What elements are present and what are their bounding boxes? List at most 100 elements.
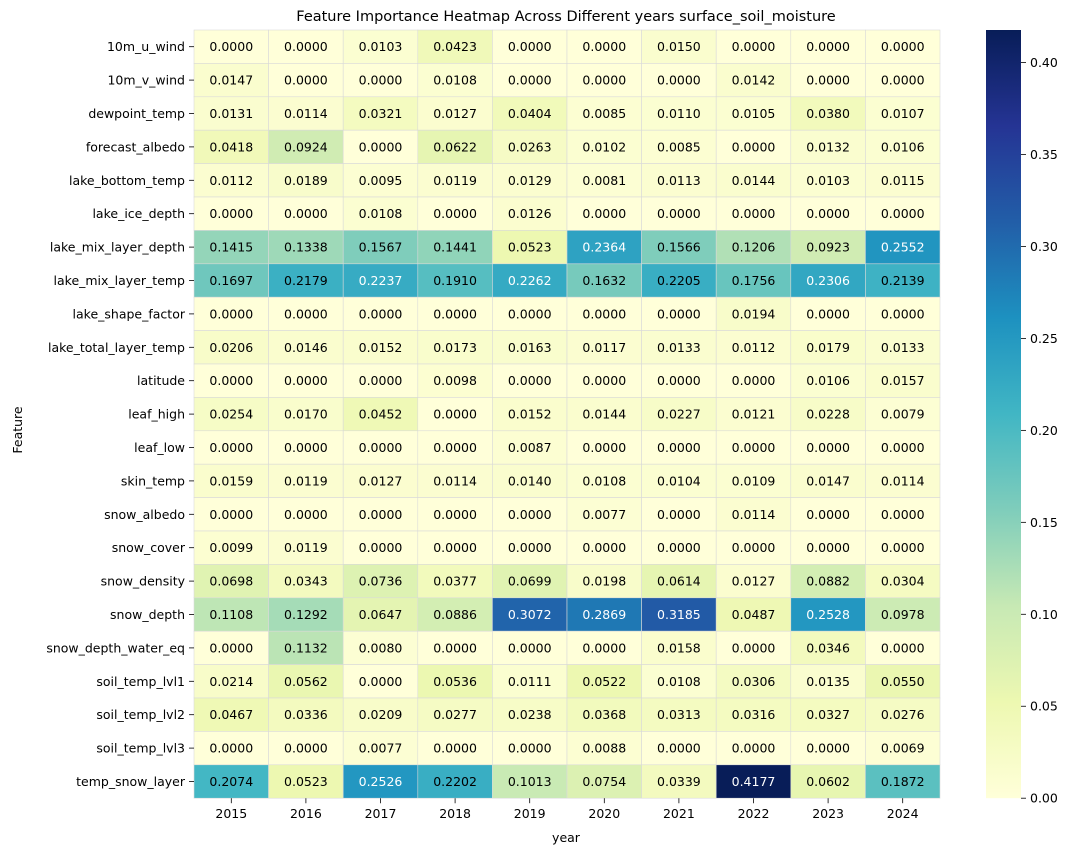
cell-value-label: 0.1632 xyxy=(582,273,626,288)
heatmap-cell-snow_density-2020 xyxy=(566,564,642,599)
cell-value-label: 0.0000 xyxy=(209,507,253,522)
cell-value-label: 0.0000 xyxy=(284,507,328,522)
heatmap-cell-soil_temp_lvl3-2016 xyxy=(268,731,344,766)
cell-value-label: 0.0126 xyxy=(508,206,552,221)
cell-value-label: 0.1206 xyxy=(732,240,776,255)
cell-value-label: 0.0000 xyxy=(881,206,925,221)
cell-value-label: 0.0115 xyxy=(881,173,925,188)
cell-value-label: 0.0112 xyxy=(732,340,776,355)
cell-value-label: 0.0886 xyxy=(433,607,477,622)
cell-value-label: 0.1910 xyxy=(433,273,477,288)
heatmap-cell-leaf_low-2016 xyxy=(268,430,344,465)
heatmap-cell-dewpoint_temp-2016 xyxy=(268,96,344,131)
heatmap-cell-dewpoint_temp-2023 xyxy=(790,96,866,131)
heatmap-cell-leaf_low-2020 xyxy=(566,430,642,465)
heatmap-cell-lake_mix_layer_depth-2020 xyxy=(566,230,642,265)
cell-value-label: 0.0418 xyxy=(209,139,253,154)
heatmap-cell-lake_total_layer_temp-2024 xyxy=(865,330,941,365)
cell-value-label: 0.0000 xyxy=(657,206,701,221)
heatmap-cell-temp_snow_layer-2024 xyxy=(865,764,941,799)
cell-value-label: 0.0104 xyxy=(657,473,701,488)
heatmap-cell-lake_total_layer_temp-2020 xyxy=(566,330,642,365)
cell-value-label: 0.0095 xyxy=(359,173,403,188)
cell-value-label: 0.0000 xyxy=(732,440,776,455)
y-tick-label: lake_mix_layer_temp xyxy=(54,273,186,288)
heatmap-cell-soil_temp_lvl1-2018 xyxy=(417,664,493,699)
heatmap-cell-lake_bottom_temp-2016 xyxy=(268,163,344,198)
cell-value-label: 0.0144 xyxy=(732,173,776,188)
cell-value-label: 0.0276 xyxy=(881,707,925,722)
cell-value-label: 0.0000 xyxy=(359,73,403,88)
heatmap-cell-snow_cover-2021 xyxy=(641,530,717,565)
cell-value-label: 0.0000 xyxy=(582,73,626,88)
cell-value-label: 0.0102 xyxy=(582,139,626,154)
heatmap-cell-lake_bottom_temp-2022 xyxy=(715,163,792,198)
heatmap-cell-lake_total_layer_temp-2016 xyxy=(268,330,344,365)
heatmap-cell-lake_bottom_temp-2024 xyxy=(865,163,941,198)
cell-value-label: 0.0135 xyxy=(806,674,850,689)
heatmap-cell-lake_total_layer_temp-2015 xyxy=(193,330,269,365)
heatmap-cell-leaf_low-2017 xyxy=(342,430,419,465)
heatmap-cell-lake_total_layer_temp-2018 xyxy=(417,330,493,365)
cell-value-label: 0.0085 xyxy=(582,106,626,121)
cell-value-label: 0.0106 xyxy=(881,139,925,154)
heatmap-cell-lake_ice_depth-2023 xyxy=(790,196,866,231)
cell-value-label: 0.0158 xyxy=(657,640,701,655)
cell-value-label: 0.0108 xyxy=(359,206,403,221)
heatmap-cell-leaf_high-2017 xyxy=(342,397,419,432)
cell-value-label: 0.0000 xyxy=(657,741,701,756)
cell-value-label: 0.0000 xyxy=(582,440,626,455)
cell-value-label: 0.0754 xyxy=(582,774,626,789)
y-tick-label: lake_mix_layer_depth xyxy=(50,240,185,255)
heatmap-cell-soil_temp_lvl1-2020 xyxy=(566,664,642,699)
cell-value-label: 0.0103 xyxy=(359,39,403,54)
cell-value-label: 0.0127 xyxy=(359,473,403,488)
heatmap-cell-forecast_albedo-2015 xyxy=(193,129,269,164)
y-tick-label: latitude xyxy=(137,373,185,388)
cell-value-label: 0.0114 xyxy=(284,106,328,121)
cell-value-label: 0.2205 xyxy=(657,273,701,288)
cell-value-label: 0.0339 xyxy=(657,774,701,789)
cell-value-label: 0.0000 xyxy=(806,306,850,321)
heatmap-cell-soil_temp_lvl2-2022 xyxy=(715,697,792,732)
cell-value-label: 0.2262 xyxy=(508,273,552,288)
x-tick-labels: 2015 2016 2017 2018 2019 2020 2021 2022 2023 2024 xyxy=(215,798,919,821)
y-tick-label: soil_temp_lvl3 xyxy=(96,741,185,756)
cell-value-label: 0.0000 xyxy=(508,39,552,54)
cell-value-label: 0.0077 xyxy=(582,507,626,522)
cell-value-label: 0.2552 xyxy=(881,240,925,255)
colorbar-tick-label: 0.40 xyxy=(1030,55,1058,70)
cell-value-label: 0.0121 xyxy=(732,407,776,422)
y-tick-label: snow_cover xyxy=(112,540,186,555)
cell-value-label: 0.0550 xyxy=(881,674,925,689)
heatmap-cell-lake_mix_layer_temp-2021 xyxy=(641,263,717,298)
cell-value-label: 0.0000 xyxy=(284,440,328,455)
heatmap-cell-soil_temp_lvl1-2019 xyxy=(492,664,568,699)
cell-value-label: 0.3072 xyxy=(508,607,552,622)
y-tick-label: soil_temp_lvl1 xyxy=(96,674,185,689)
heatmap-cell-forecast_albedo-2023 xyxy=(790,129,866,164)
cell-value-label: 0.0206 xyxy=(209,340,253,355)
cell-value-label: 0.0000 xyxy=(657,373,701,388)
heatmap-cell-leaf_low-2018 xyxy=(417,430,493,465)
cell-value-label: 0.0103 xyxy=(806,173,850,188)
heatmap-cell-lake_total_layer_temp-2022 xyxy=(715,330,792,365)
heatmap-cell-10m_u_wind-2020 xyxy=(566,29,642,64)
cell-value-label: 0.1415 xyxy=(209,240,253,255)
heatmap-cell-soil_temp_lvl2-2024 xyxy=(865,697,941,732)
x-tick-label: 2021 xyxy=(663,806,695,821)
cell-value-label: 0.0000 xyxy=(881,440,925,455)
cell-value-label: 0.0522 xyxy=(582,674,626,689)
colorbar-tick-label: 0.05 xyxy=(1030,699,1058,714)
heatmap-cell-latitude-2021 xyxy=(641,363,717,398)
heatmap-cell-snow_density-2021 xyxy=(641,564,717,599)
cell-value-label: 0.0000 xyxy=(209,741,253,756)
cell-value-label: 0.0000 xyxy=(732,39,776,54)
heatmap-cell-snow_cover-2015 xyxy=(193,530,269,565)
cell-value-label: 0.0000 xyxy=(732,373,776,388)
heatmap-cell-snow_depth-2019 xyxy=(492,597,568,632)
heatmap-cell-lake_ice_depth-2017 xyxy=(342,196,419,231)
cell-value-label: 0.0000 xyxy=(881,306,925,321)
cell-value-label: 0.0000 xyxy=(284,39,328,54)
heatmap-cell-10m_v_wind-2016 xyxy=(268,63,344,98)
